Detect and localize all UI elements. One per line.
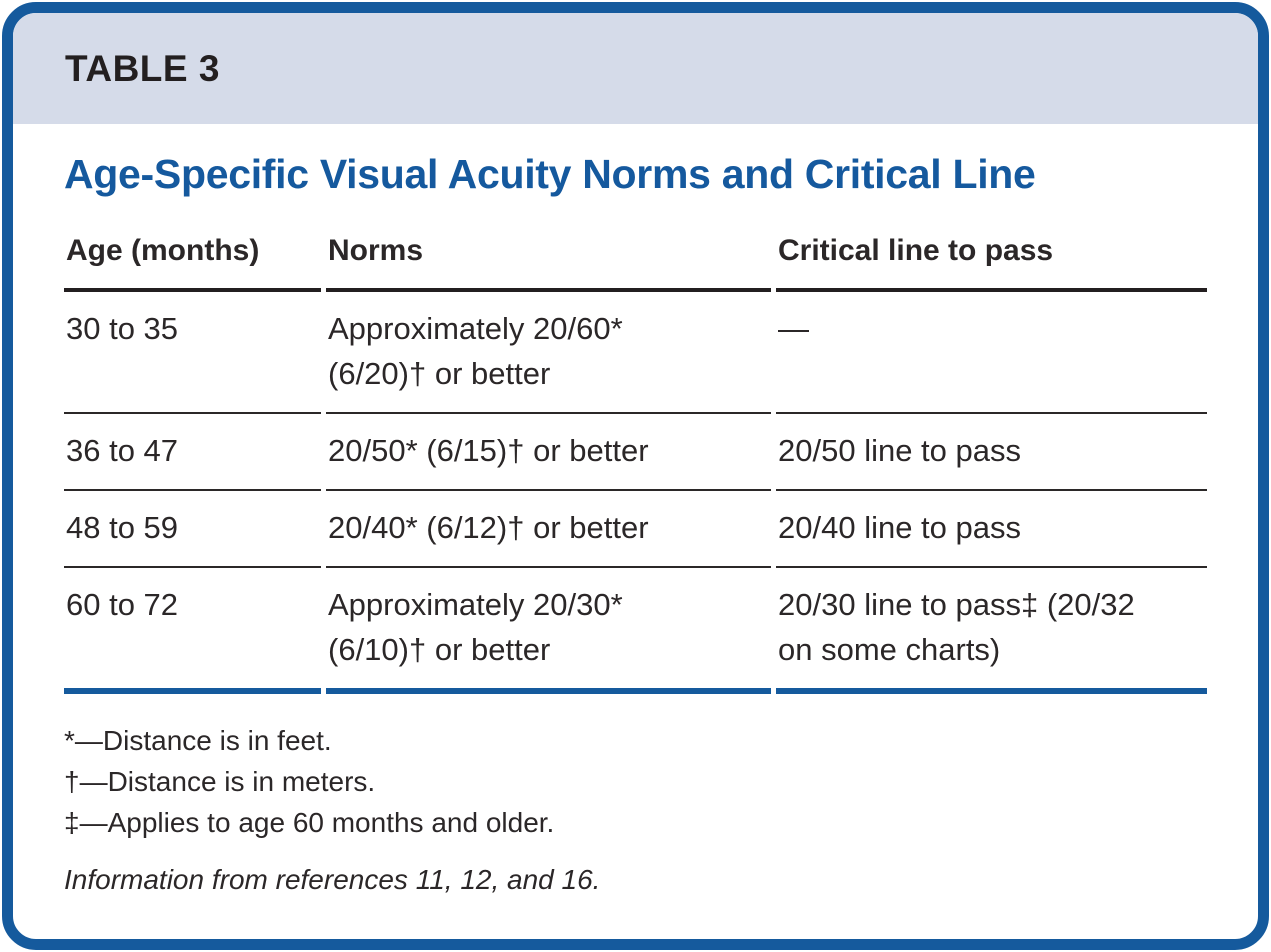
table-label-band: TABLE 3 [13,13,1258,124]
table-content: Age-Specific Visual Acuity Norms and Cri… [13,151,1258,896]
footnote-age-applies: ‡—Applies to age 60 months and older. [64,807,555,838]
age-cell: 30 to 35 [64,292,321,414]
source-note: Information from references 11, 12, and … [64,864,601,895]
norms-cell: Approximately 20/60* (6/20)† or better [326,292,771,414]
age-cell: 36 to 47 [64,414,321,491]
footnotes: *—Distance is in feet. †—Distance is in … [64,720,1207,843]
critical-line-cell: — [776,292,1207,414]
table-row: 30 to 35 Approximately 20/60* (6/20)† or… [64,292,1207,414]
footnote-meters: †—Distance is in meters. [64,766,376,797]
acuity-table: Age (months) Norms Critical line to pass… [64,198,1207,694]
age-cell: 60 to 72 [64,568,321,694]
critical-line-cell: 20/30 line to pass‡ (20/32 on some chart… [776,568,1207,694]
table-label: TABLE 3 [65,47,220,89]
critical-line-cell: 20/50 line to pass [776,414,1207,491]
table-title: Age-Specific Visual Acuity Norms and Cri… [64,151,1036,197]
footnote-feet: *—Distance is in feet. [64,725,332,756]
table-header-row: Age (months) Norms Critical line to pass [64,198,1207,292]
column-header-norms: Norms [326,198,771,292]
critical-line-cell: 20/40 line to pass [776,491,1207,568]
column-header-critical-line: Critical line to pass [776,198,1207,292]
norms-cell: 20/50* (6/15)† or better [326,414,771,491]
age-cell: 48 to 59 [64,491,321,568]
table-row: 60 to 72 Approximately 20/30* (6/10)† or… [64,568,1207,694]
norms-cell: 20/40* (6/12)† or better [326,491,771,568]
table-row: 48 to 59 20/40* (6/12)† or better 20/40 … [64,491,1207,568]
norms-cell: Approximately 20/30* (6/10)† or better [326,568,771,694]
table-row: 36 to 47 20/50* (6/15)† or better 20/50 … [64,414,1207,491]
column-header-age: Age (months) [64,198,321,292]
